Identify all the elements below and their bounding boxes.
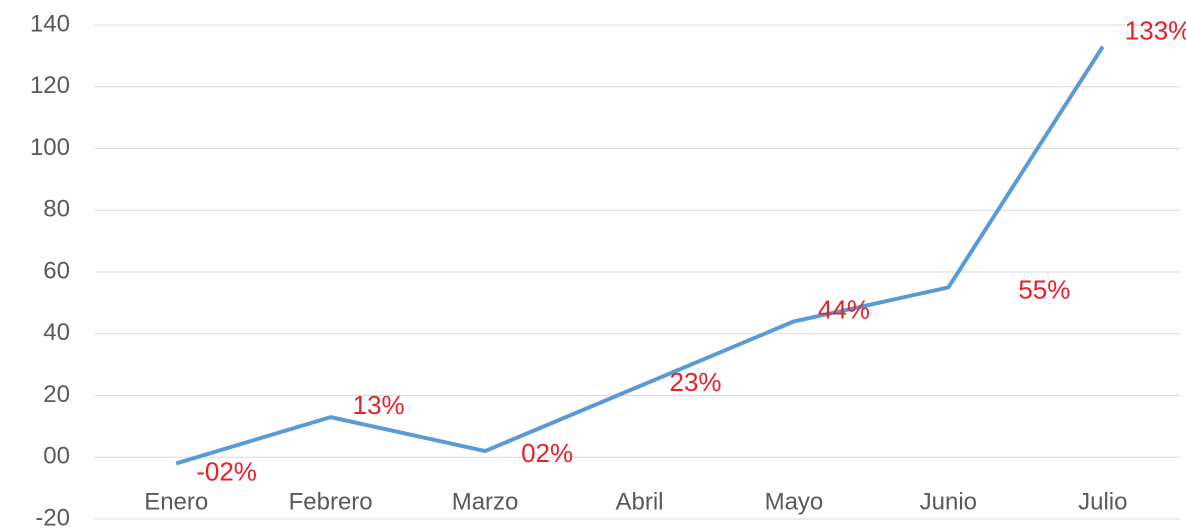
data-label: 133% xyxy=(1125,15,1186,45)
data-label: 13% xyxy=(353,390,405,420)
y-tick-label: 20 xyxy=(43,381,70,408)
data-label: 44% xyxy=(818,294,870,324)
y-tick-label: 60 xyxy=(43,257,70,284)
x-tick-label: Enero xyxy=(144,488,208,515)
y-tick-label: -20 xyxy=(35,504,70,529)
data-label: 02% xyxy=(521,438,573,468)
y-tick-label: 40 xyxy=(43,319,70,346)
data-label: 55% xyxy=(1018,274,1070,304)
x-tick-label: Julio xyxy=(1078,488,1127,515)
y-tick-label: 00 xyxy=(43,443,70,470)
x-tick-label: Abril xyxy=(615,488,663,515)
y-tick-label: 100 xyxy=(30,134,70,161)
data-label: 23% xyxy=(670,367,722,397)
x-tick-label: Mayo xyxy=(765,488,824,515)
line xyxy=(175,45,1105,466)
x-tick-label: Febrero xyxy=(289,488,373,515)
data-label: -02% xyxy=(196,456,257,486)
y-tick-label: 140 xyxy=(30,10,70,37)
y-tick-label: 120 xyxy=(30,72,70,99)
y-tick-label: 80 xyxy=(43,196,70,223)
x-tick-label: Junio xyxy=(920,488,977,515)
x-tick-label: Marzo xyxy=(452,488,519,515)
